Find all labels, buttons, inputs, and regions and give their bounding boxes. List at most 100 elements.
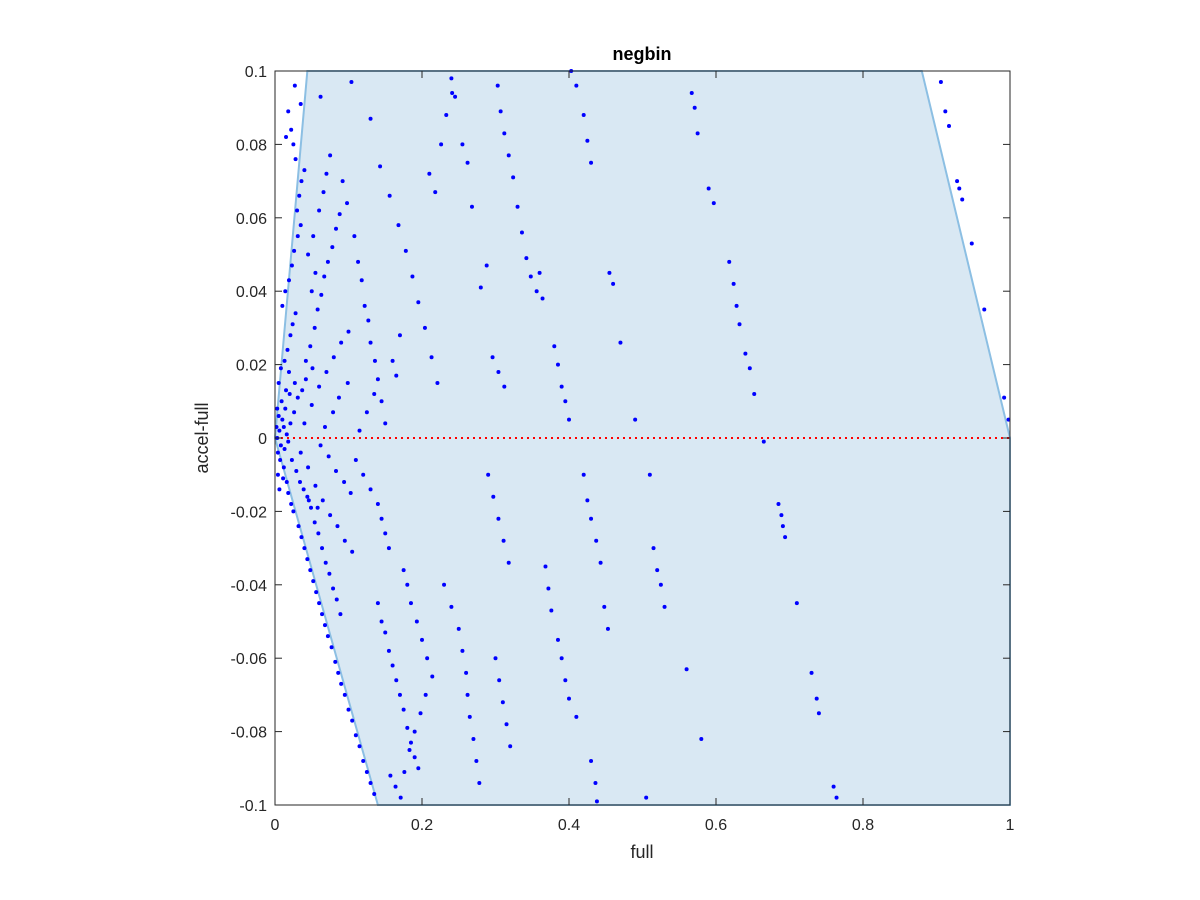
data-point bbox=[282, 447, 287, 452]
data-point bbox=[779, 513, 784, 518]
data-point bbox=[317, 601, 322, 606]
data-point bbox=[1002, 395, 1007, 400]
data-point bbox=[407, 747, 412, 752]
data-point bbox=[585, 498, 590, 503]
x-axis: 0 0.2 0.4 0.6 0.8 1 bbox=[271, 71, 1015, 834]
data-point bbox=[345, 380, 350, 385]
data-point bbox=[276, 380, 281, 385]
data-point bbox=[350, 549, 355, 554]
data-point bbox=[938, 80, 943, 85]
data-point bbox=[403, 248, 408, 253]
data-point bbox=[398, 795, 403, 800]
data-point bbox=[375, 601, 380, 606]
data-point bbox=[336, 395, 341, 400]
data-point bbox=[607, 270, 612, 275]
data-point bbox=[946, 124, 951, 129]
data-point bbox=[816, 711, 821, 716]
data-point bbox=[957, 186, 962, 191]
data-point bbox=[412, 755, 417, 760]
data-point bbox=[325, 634, 330, 639]
data-point bbox=[322, 424, 327, 429]
data-point bbox=[465, 160, 470, 165]
data-point bbox=[574, 714, 579, 719]
y-tick-label: -0.02 bbox=[231, 504, 268, 521]
data-point bbox=[422, 325, 427, 330]
data-point bbox=[960, 197, 965, 202]
data-point bbox=[450, 91, 455, 96]
data-point bbox=[809, 670, 814, 675]
data-point bbox=[302, 421, 307, 426]
data-point bbox=[478, 285, 483, 290]
data-point bbox=[752, 391, 757, 396]
data-point bbox=[297, 480, 302, 485]
data-point bbox=[589, 516, 594, 521]
data-point bbox=[315, 307, 320, 312]
data-point bbox=[537, 270, 542, 275]
data-point bbox=[814, 696, 819, 701]
data-point bbox=[294, 469, 299, 474]
data-point bbox=[378, 164, 383, 169]
data-point bbox=[331, 586, 336, 591]
data-point bbox=[567, 417, 571, 422]
data-point bbox=[289, 263, 294, 268]
data-point bbox=[439, 142, 444, 147]
data-point bbox=[397, 692, 402, 697]
data-point bbox=[589, 758, 594, 763]
data-point bbox=[301, 487, 306, 492]
data-point bbox=[379, 516, 384, 521]
data-point bbox=[357, 428, 362, 433]
data-point bbox=[286, 369, 291, 374]
data-point bbox=[324, 369, 329, 374]
data-point bbox=[342, 480, 347, 485]
x-tick-label: 0.2 bbox=[411, 817, 433, 834]
data-point bbox=[504, 722, 509, 727]
data-point bbox=[306, 465, 311, 470]
data-point bbox=[339, 681, 344, 686]
data-point bbox=[306, 498, 311, 503]
data-point bbox=[314, 590, 319, 595]
data-point bbox=[465, 692, 470, 697]
data-point bbox=[502, 131, 507, 136]
data-point bbox=[386, 648, 391, 653]
data-point bbox=[364, 769, 369, 774]
data-point bbox=[401, 568, 406, 573]
data-point bbox=[594, 799, 599, 804]
data-point bbox=[305, 557, 310, 562]
data-point bbox=[552, 344, 557, 349]
data-point bbox=[477, 780, 482, 785]
data-point bbox=[594, 538, 599, 543]
data-point bbox=[497, 678, 502, 683]
data-point bbox=[287, 391, 292, 396]
data-point bbox=[689, 91, 694, 96]
x-tick-label: 0 bbox=[271, 817, 280, 834]
data-point bbox=[333, 659, 338, 664]
data-point bbox=[293, 157, 298, 162]
data-point bbox=[484, 263, 489, 268]
data-point bbox=[298, 223, 303, 228]
data-point bbox=[555, 637, 560, 642]
data-point bbox=[311, 579, 316, 584]
data-point bbox=[737, 322, 742, 327]
data-point bbox=[372, 358, 377, 363]
data-point bbox=[280, 303, 285, 308]
data-point bbox=[519, 230, 524, 235]
data-point bbox=[430, 674, 435, 679]
data-point bbox=[295, 208, 300, 213]
data-point bbox=[277, 487, 282, 492]
y-tick-label: 0.06 bbox=[236, 211, 267, 228]
data-point bbox=[310, 366, 315, 371]
data-point bbox=[794, 601, 799, 606]
data-point bbox=[283, 406, 288, 411]
data-point bbox=[317, 384, 322, 389]
data-point bbox=[423, 692, 428, 697]
data-point bbox=[279, 399, 284, 404]
data-point bbox=[357, 744, 362, 749]
data-point bbox=[283, 289, 288, 294]
data-point bbox=[322, 623, 327, 628]
data-point bbox=[498, 109, 503, 114]
data-point bbox=[383, 421, 388, 426]
data-point bbox=[410, 274, 415, 279]
data-point bbox=[546, 586, 551, 591]
y-tick-label: 0.02 bbox=[236, 358, 267, 375]
data-point bbox=[412, 729, 417, 734]
